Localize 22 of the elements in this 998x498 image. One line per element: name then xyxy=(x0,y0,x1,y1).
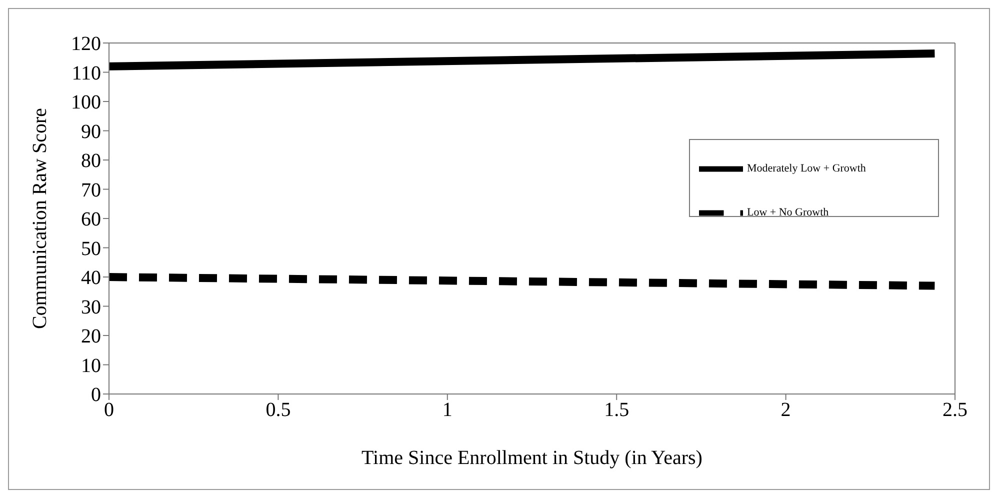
y-tick-label: 110 xyxy=(72,62,101,84)
y-tick-label: 20 xyxy=(81,326,101,348)
legend-label: Low + No Growth xyxy=(747,206,829,219)
y-tick-label: 30 xyxy=(81,296,101,318)
y-tick-label: 10 xyxy=(81,354,101,377)
x-axis-title: Time Since Enrollment in Study (in Years) xyxy=(362,447,702,469)
y-tick-label: 100 xyxy=(71,92,101,114)
x-tick-label: 2.5 xyxy=(942,399,968,422)
y-tick-label: 80 xyxy=(81,150,101,172)
y-tick-label: 0 xyxy=(91,384,101,406)
x-tick-label: 1.5 xyxy=(604,399,630,422)
y-tick-label: 90 xyxy=(81,120,101,143)
y-tick-label: 70 xyxy=(81,179,101,202)
x-tick-label: 1 xyxy=(442,399,452,422)
x-tick-label: 2 xyxy=(780,399,791,422)
y-tick-label: 40 xyxy=(81,267,101,290)
y-tick-label: 50 xyxy=(81,238,101,260)
legend-label: Moderately Low + Growth xyxy=(747,162,866,175)
y-tick-label: 60 xyxy=(81,208,101,231)
y-tick-label: 120 xyxy=(71,33,101,56)
x-tick-label: 0.5 xyxy=(266,399,291,422)
y-axis-title: Communication Raw Score xyxy=(29,108,52,330)
